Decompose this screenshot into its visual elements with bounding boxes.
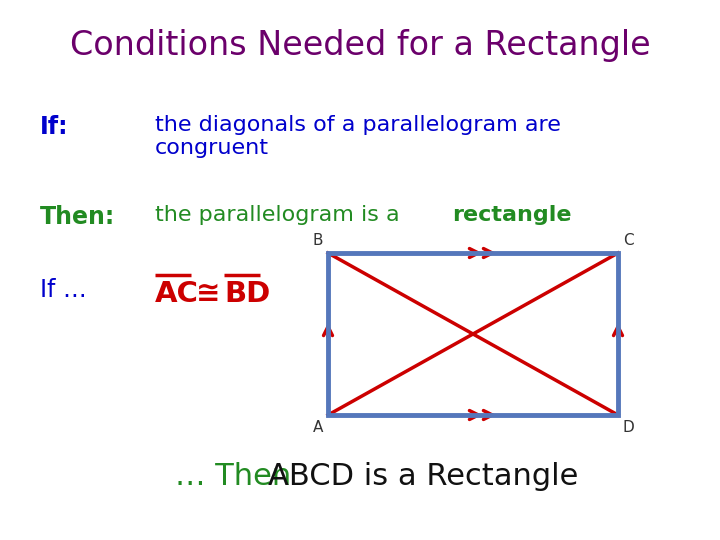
Text: If …: If … — [40, 278, 86, 302]
Text: AC: AC — [155, 280, 199, 308]
Text: Then:: Then: — [40, 205, 115, 229]
Text: C: C — [623, 233, 634, 248]
Text: the diagonals of a parallelogram are
congruent: the diagonals of a parallelogram are con… — [155, 115, 561, 158]
Text: … Then: … Then — [175, 462, 301, 491]
Text: ABCD is a Rectangle: ABCD is a Rectangle — [268, 462, 578, 491]
Text: If:: If: — [40, 115, 68, 139]
Text: ≅: ≅ — [196, 280, 220, 308]
Text: Conditions Needed for a Rectangle: Conditions Needed for a Rectangle — [70, 29, 650, 62]
Text: rectangle: rectangle — [452, 205, 572, 225]
Text: .: . — [558, 205, 565, 225]
Text: A: A — [312, 420, 323, 435]
Text: D: D — [623, 420, 635, 435]
Text: BD: BD — [224, 280, 270, 308]
Text: the parallelogram is a: the parallelogram is a — [155, 205, 407, 225]
Text: B: B — [312, 233, 323, 248]
